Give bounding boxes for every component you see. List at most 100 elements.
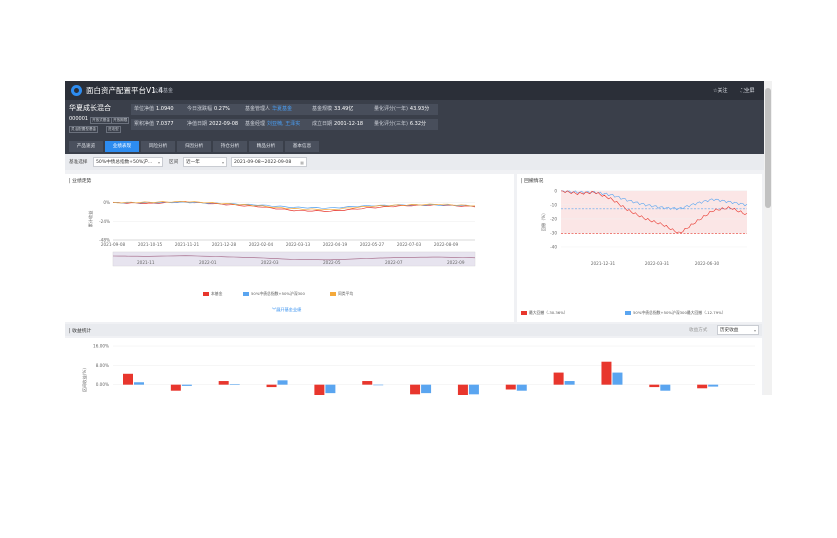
bar (457, 384, 468, 395)
legend-swatch (625, 311, 631, 315)
fund-code: 000001 (69, 116, 89, 122)
legend-item[interactable]: 50%中债总指数+50%沪深300 (243, 291, 305, 297)
navigator-line (112, 255, 476, 261)
bar (421, 384, 432, 394)
return-method-label: 收益方式 (689, 328, 708, 333)
series-line (560, 190, 748, 234)
y-tick-label: 0 (554, 188, 557, 193)
bar (468, 384, 479, 395)
metric-label: 基金规模 (312, 106, 333, 112)
metric-label: 成立日期 (312, 121, 333, 127)
tab-item[interactable]: 产品速览 (69, 141, 103, 152)
legend-item[interactable]: 同类平均 (330, 291, 353, 297)
bar (170, 384, 181, 391)
expand-performance-button[interactable]: ︾展开基金业绩 (272, 307, 302, 312)
scrollbar-thumb[interactable] (765, 88, 771, 208)
fund-metric: 量化评分(一年) 43.93分 (371, 104, 438, 115)
y-tick-label: -10 (550, 202, 557, 207)
return-method-select[interactable]: 历史收益 ▾ (717, 325, 759, 335)
bar (612, 372, 623, 385)
tab-item[interactable]: 精品分析 (249, 141, 283, 152)
page-scrollbar[interactable] (764, 81, 772, 395)
metric-label: 量化评分(一年) (374, 106, 408, 112)
tab-item[interactable]: 基本信息 (285, 141, 319, 152)
bar (266, 384, 277, 388)
metric-label: 今日涨跌幅 (187, 106, 213, 112)
y-tick-label: 8.00% (96, 363, 109, 368)
x-tick-label: 2021-11-21 (175, 242, 200, 247)
tab-item[interactable]: 归因分析 (177, 141, 211, 152)
metric-label: 累积净值 (134, 121, 155, 127)
legend-swatch (243, 292, 249, 296)
tab-item[interactable]: 业绩表现 (105, 141, 139, 152)
x-tick-label: 2021-10-15 (138, 242, 163, 247)
metric-label: 单位净值 (134, 106, 155, 112)
metric-value: 0.27% (214, 106, 230, 112)
navigator-tick-label: 2022-01 (199, 260, 217, 265)
drawdown-title: | 回撤情况 (521, 179, 544, 184)
legend-item[interactable]: 最大回撤（-30.36%） (521, 310, 568, 316)
bar (181, 384, 192, 386)
fund-metric: 单位净值 1.0940 (131, 104, 184, 115)
bar (516, 384, 527, 391)
drawdown-panel: | 回撤情况 0 -10 -20 -30 -40 回撤（%） 2021-12-31 2022-… (517, 174, 762, 322)
double-chevron-down-icon: ︾ (272, 307, 277, 312)
app-window: 面白资产配置平台V1.4 公募基金 ☆关注 ⛶全屏 华夏成长混合 000001 … (65, 81, 772, 395)
bar (601, 361, 612, 385)
fund-tag: 进攻型 (106, 126, 121, 133)
series-line (561, 190, 748, 211)
metric-label: 基金经理 (245, 121, 266, 127)
y-tick-label: -48% (99, 238, 110, 243)
tab-item[interactable]: 风险分析 (141, 141, 175, 152)
metric-value: 6.32分 (409, 121, 427, 127)
fund-metric[interactable]: 基金管理人 华夏基金 (242, 104, 309, 115)
tab-item[interactable]: 持仓分析 (213, 141, 247, 152)
star-icon: ☆ (713, 88, 718, 94)
benchmark-select[interactable]: 50%中债总指数+50%沪... ▾ (93, 157, 163, 167)
legend-label: 同类平均 (338, 291, 354, 296)
metric-value[interactable]: 刘亚楠, 王泽实 (267, 121, 301, 127)
fund-tag: 开放式基金 (90, 117, 112, 124)
x-tick-label: 2022-08-09 (434, 242, 459, 247)
fund-metric[interactable]: 基金经理 刘亚楠, 王泽实 (242, 119, 309, 130)
fullscreen-icon: ⛶ (741, 88, 745, 94)
bar (134, 382, 144, 385)
fund-tag: 开放期限 (111, 117, 130, 124)
drawdown-chart: 0 -10 -20 -30 -40 回撤（%） 2021-12-31 2022-03-31 20… (540, 188, 748, 266)
fullscreen-button[interactable]: ⛶全屏 (741, 88, 755, 94)
legend-item[interactable]: 本基金 (203, 291, 222, 297)
bar (123, 373, 133, 385)
platform-logo-icon (71, 85, 82, 96)
metric-value[interactable]: 华夏基金 (272, 106, 293, 112)
legend-swatch (521, 311, 527, 315)
metric-value: 33.49亿 (334, 106, 354, 112)
navigator-tick-label: 2021-11 (137, 260, 155, 265)
legend-swatch (203, 292, 209, 296)
bar (660, 384, 671, 391)
bar (218, 381, 229, 385)
x-tick-label: 2022-05-27 (360, 242, 385, 247)
legend-item[interactable]: 50%中债总指数+50%沪深300最大回撤（-12.79%） (625, 310, 726, 316)
x-tick-label: 2022-03-31 (645, 261, 670, 266)
date-range-picker[interactable]: 2021-09-08~2022-09-08 ▦ (231, 157, 307, 167)
bar (325, 384, 336, 394)
legend-label: 50%中债总指数+50%沪深300 (251, 291, 305, 296)
follow-button[interactable]: ☆关注 (713, 88, 728, 94)
performance-chart: 0% -24% -48% 累计收益 2021-09-08 2021-10-15 2021-1… (87, 200, 476, 267)
bar (410, 384, 421, 395)
returns-panel: 16.00% 8.00% 0.00% 区间收益(%) (65, 338, 762, 395)
fund-metric: 净值日期 2022-09-08 (184, 119, 242, 130)
app-title: 面白资产配置平台V1.4 (86, 86, 164, 95)
metric-value: 7.0377 (156, 121, 174, 127)
range-select[interactable]: 近一年 ▾ (183, 157, 227, 167)
returns-header: | 收益统计 收益方式 历史收益 ▾ (65, 324, 762, 336)
returns-chart: 16.00% 8.00% 0.00% 区间收益(%) (81, 344, 755, 395)
fund-name: 华夏成长混合 (69, 104, 111, 112)
fund-metric: 量化评分(三年) 6.32分 (371, 119, 438, 130)
x-tick-label: 2022-02-04 (249, 242, 274, 247)
navigator-tick-label: 2022-09 (447, 260, 465, 265)
metric-value: 2001-12-18 (334, 121, 364, 127)
calendar-icon: ▦ (300, 160, 304, 165)
y-axis-label: 区间收益(%) (81, 368, 88, 392)
fund-metric: 累积净值 7.0377 (131, 119, 184, 130)
